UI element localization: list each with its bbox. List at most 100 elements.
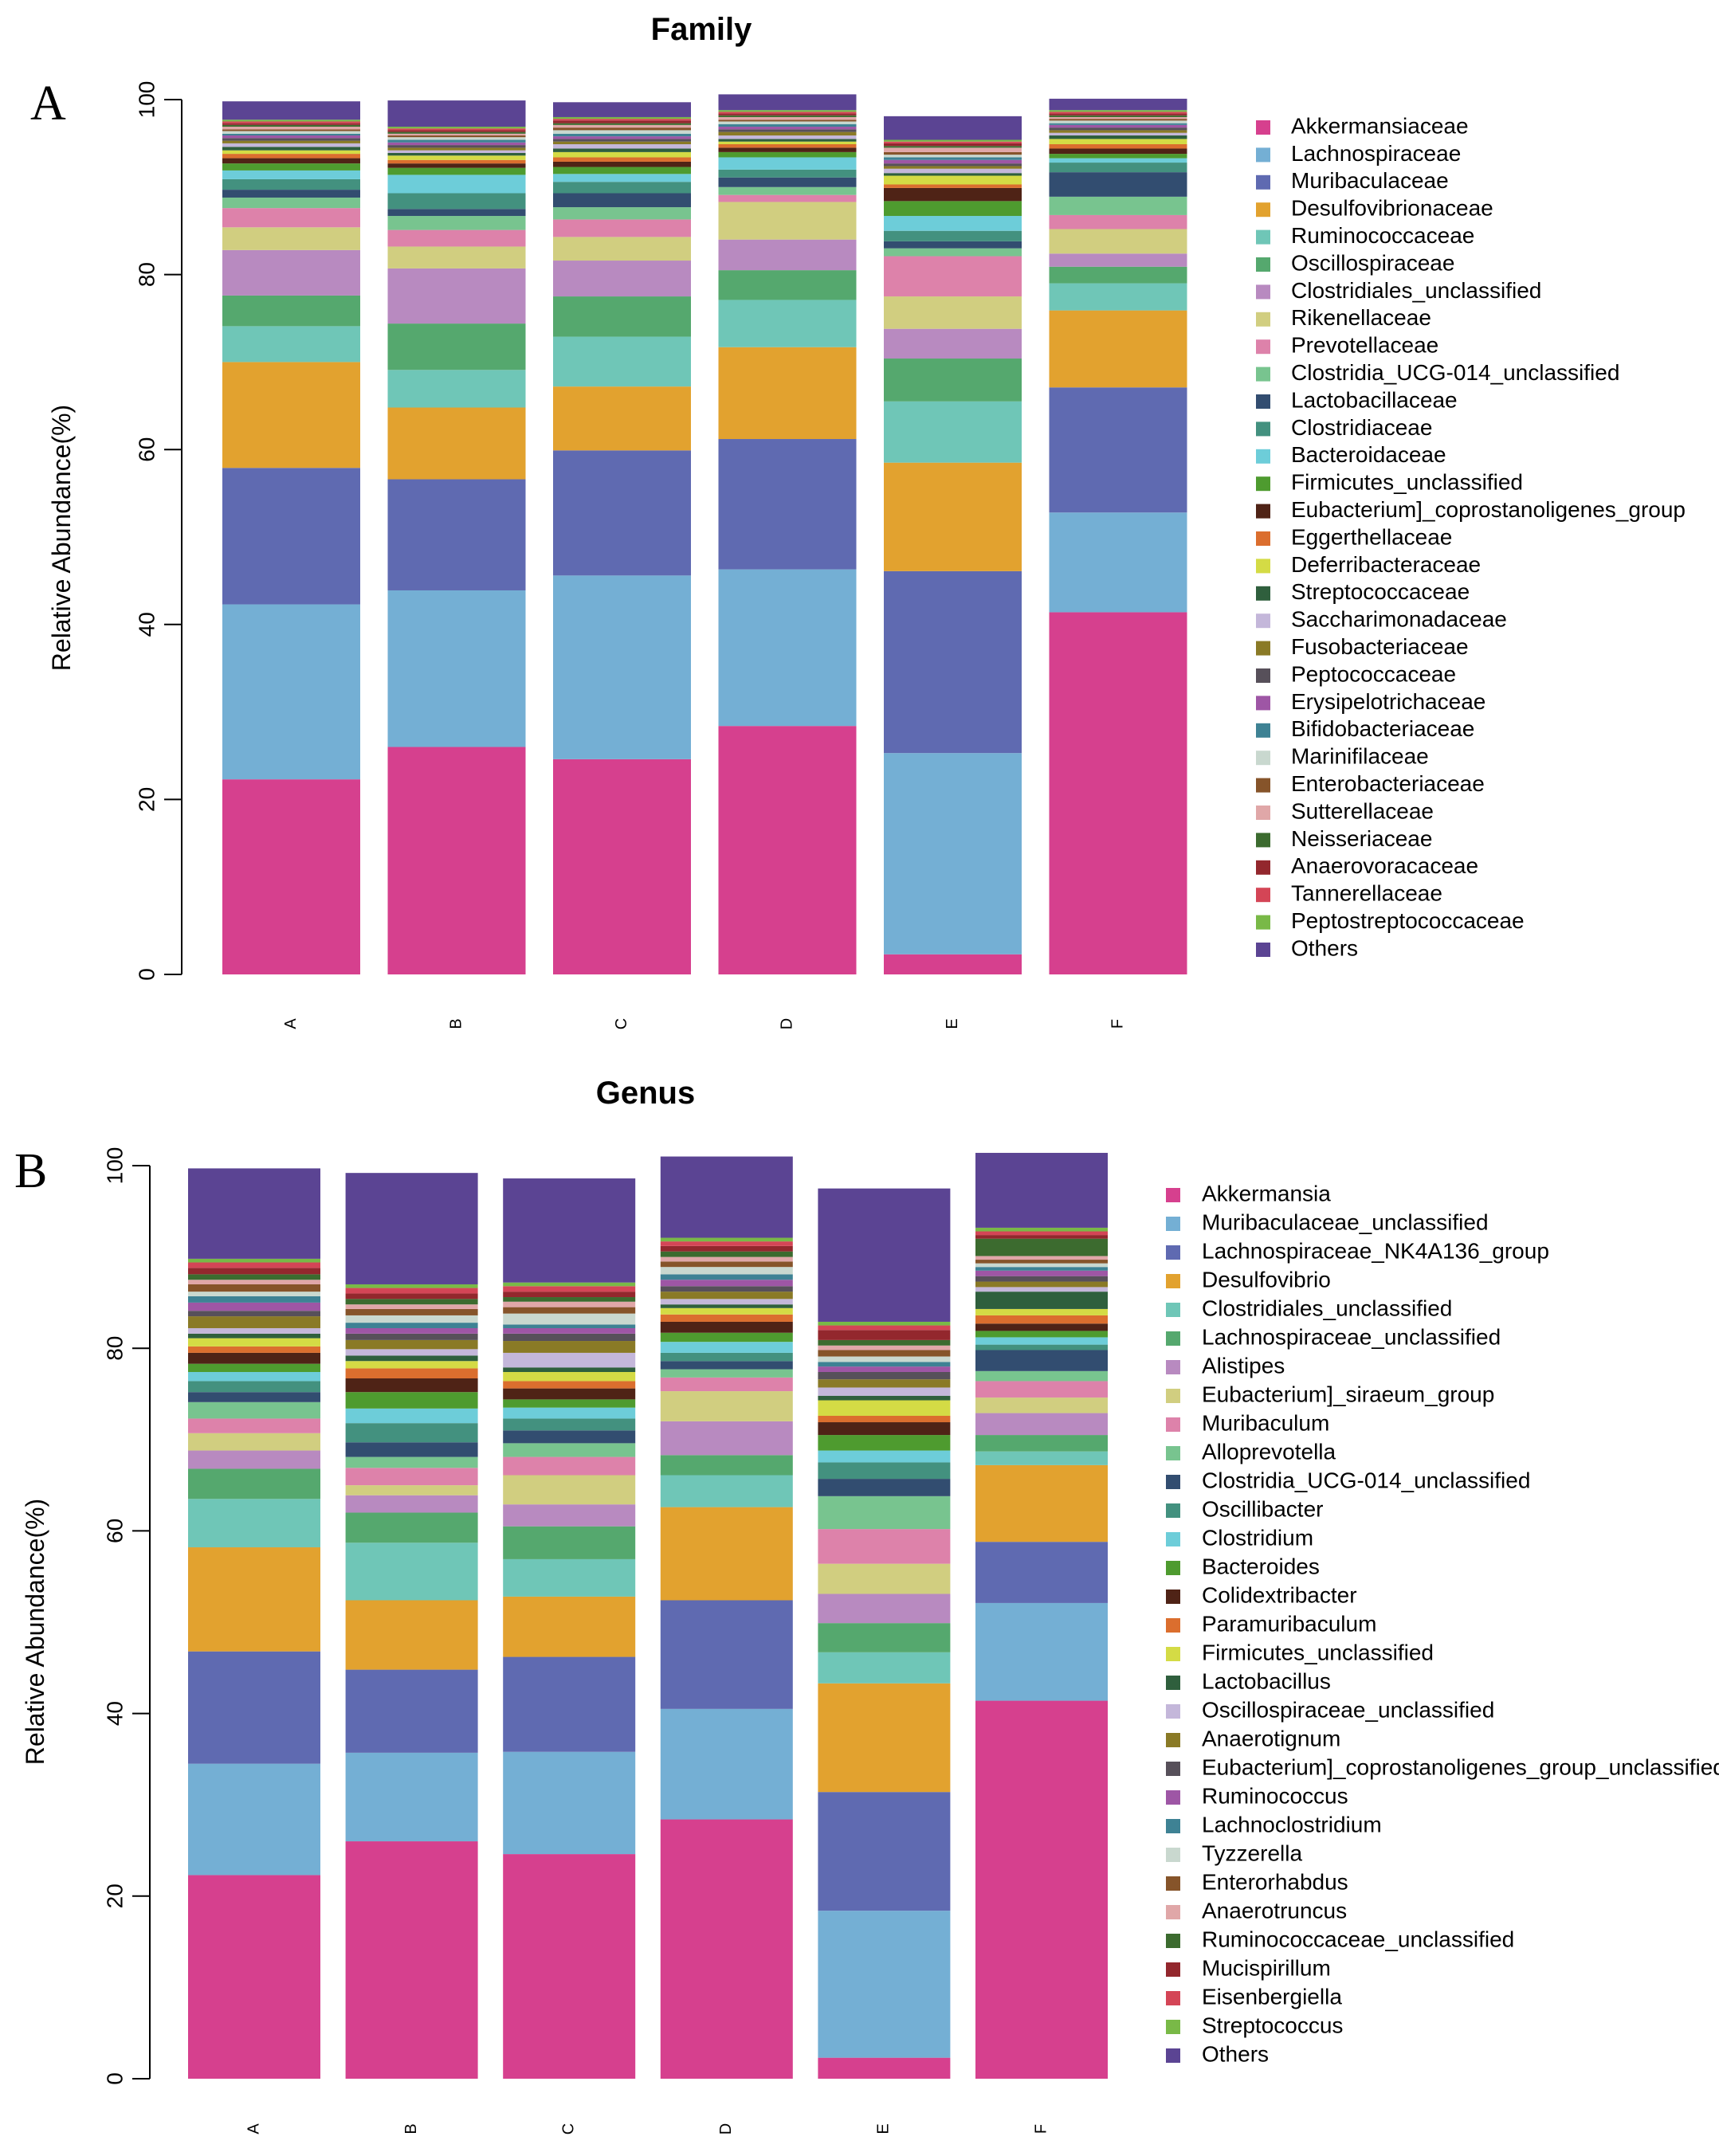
legend-swatch [1166, 1704, 1180, 1719]
legend-label: Akkermansia [1202, 1181, 1331, 1205]
segment-b-lachnospiraceae-unclassified [345, 1512, 478, 1543]
y-tick-label-genus-60: 60 [102, 1519, 127, 1543]
legend-label: Others [1291, 935, 1358, 960]
legend-item-ruminococcus: Ruminococcus [1166, 1783, 1348, 1808]
segment-a-deferribacteraceae [222, 150, 360, 155]
segment-b-erysipelotrichaceae [387, 142, 526, 146]
legend-swatch [1256, 586, 1270, 601]
legend-item-firmicutes-unclassified: Firmicutes_unclassified [1166, 1640, 1434, 1664]
bar-f [1049, 98, 1187, 974]
segment-c-clostridia-ucg-014-unclassified [503, 1430, 636, 1444]
legend-label: Marinifilaceae [1291, 744, 1429, 769]
segment-a-alloprevotella [188, 1401, 320, 1419]
segment-e-enterobacteriaceae [884, 151, 1022, 155]
segment-f-bacteroides [975, 1331, 1108, 1338]
bar-f [975, 1152, 1108, 2079]
legend-item-akkermansia: Akkermansia [1166, 1181, 1331, 1205]
segment-f-marinifilaceae [1049, 120, 1187, 123]
segment-a-ruminococcaceae [222, 326, 360, 363]
segment-f-alloprevotella [975, 1370, 1108, 1382]
segment-b-desulfovibrio [345, 1600, 478, 1670]
legend-swatch [1166, 1188, 1180, 1202]
segment-c-oscillibacter [503, 1418, 636, 1431]
segment-b-eggerthellaceae [387, 159, 526, 164]
segment-a-oscillospiraceae [222, 295, 360, 327]
segment-a-alistipes [188, 1450, 320, 1469]
legend-swatch [1256, 778, 1270, 793]
legend-swatch [1166, 1790, 1180, 1805]
segment-e-anaerotruncus [818, 1345, 951, 1350]
segment-f-clostridiales-unclassified [975, 1451, 1108, 1465]
segment-d-anaerotruncus [660, 1256, 793, 1262]
segment-b-oscillospiraceae-unclassified [345, 1349, 478, 1356]
segment-b-akkermansia [345, 1841, 478, 2079]
segment-a-streptococcus [188, 1258, 320, 1263]
legend-label: Anaerotignum [1202, 1726, 1340, 1750]
segment-f-lachnospiraceae [1049, 512, 1187, 613]
x-tick-label-b: B [447, 1018, 465, 1029]
segment-e-eisenbergiella [818, 1325, 951, 1331]
segment-a-sutterellaceae [222, 127, 360, 130]
segment-f-lactobacillaceae [1049, 172, 1187, 197]
segment-e-anaerotignum [818, 1379, 951, 1388]
segment-c-rikenellaceae [553, 237, 691, 261]
segment-f-oscillospiraceae [1049, 266, 1187, 284]
segment-f-desulfovibrionaceae [1049, 310, 1187, 388]
segment-e-streptococcaceae [884, 173, 1022, 176]
panel-genus: B Genus Relative Abundance(%) A B C D E F 0 20 4… [14, 1076, 1719, 2134]
legend-item-peptostreptococcaceae: Peptostreptococcaceae [1256, 908, 1525, 933]
segment-e-desulfovibrio [818, 1683, 951, 1793]
segment-c-enterobacteriaceae [553, 127, 691, 131]
segment-c-muribaculum [503, 1456, 636, 1476]
segment-f-oscillibacter [975, 1344, 1108, 1350]
legend-label: Oscillospiraceae_unclassified [1202, 1697, 1494, 1722]
segment-e-clostridiaceae [884, 230, 1022, 241]
segment-a-akkermansiaceae [222, 779, 360, 974]
segment-a-colidextribacter [188, 1352, 320, 1364]
segment-e-lachnoclostridium [818, 1362, 951, 1367]
segment-c-muribaculaceae [553, 450, 691, 576]
legend-label: Oscillibacter [1202, 1496, 1323, 1521]
legend-item-oscillospiraceae: Oscillospiraceae [1256, 250, 1454, 275]
legend-swatch [1166, 1962, 1180, 1977]
legend-swatch [1256, 312, 1270, 327]
y-tick-label-family-60: 60 [134, 437, 159, 462]
segment-d-muribaculaceae [718, 439, 857, 570]
bar-e [818, 1188, 951, 2079]
legend-item-erysipelotrichaceae: Erysipelotrichaceae [1256, 689, 1485, 714]
segment-f-anaerotignum [975, 1281, 1108, 1288]
segment-d-bacteroidaceae [718, 157, 857, 170]
segment-a-firmicutes-unclassified [188, 1338, 320, 1347]
segment-f-enterobacteriaceae [1049, 119, 1187, 121]
segment-e-eubacterium-coprostanoligenes-group [884, 187, 1022, 202]
segment-f-neisseriaceae [1049, 115, 1187, 117]
legend-label: Alloprevotella [1202, 1439, 1336, 1464]
segment-e-oscillibacter [818, 1462, 951, 1480]
segment-d-desulfovibrio [660, 1507, 793, 1601]
legend-swatch [1256, 504, 1270, 519]
segment-a-lachnospiraceae [222, 604, 360, 780]
legend-label: Lactobacillaceae [1291, 387, 1458, 412]
y-tick-label-genus-40: 40 [102, 1701, 127, 1726]
segment-f-alistipes [975, 1413, 1108, 1436]
legend-swatch [1256, 915, 1270, 930]
y-axis-label-genus: Relative Abundance(%) [21, 1499, 49, 1765]
legend-label: Akkermansiaceae [1291, 113, 1469, 138]
segment-e-others [884, 116, 1022, 140]
legend-label: Fusobacteriaceae [1291, 634, 1469, 659]
legend-label: Others [1202, 2041, 1269, 2066]
segment-e-oscillospiraceae [884, 359, 1022, 402]
segment-b-muribaculaceae [387, 479, 526, 590]
segment-b-bifidobacteriaceae [387, 139, 526, 143]
legend-label: Muribaculaceae_unclassified [1202, 1209, 1489, 1234]
segment-d-peptococcaceae [718, 129, 857, 132]
legend-label: Prevotellaceae [1291, 333, 1438, 358]
segment-c-anaerovoracaceae [553, 120, 691, 123]
y-tick-label-genus-0: 0 [102, 2072, 127, 2085]
segment-c-firmicutes-unclassified [553, 167, 691, 174]
segment-a-bacteroidaceae [222, 170, 360, 179]
segment-b-ruminococcaceae-unclassified [345, 1299, 478, 1305]
segment-f-eubacterium-siraeum-group [975, 1397, 1108, 1413]
segment-d-anaerovoracaceae [718, 113, 857, 116]
segment-d-eubacterium-siraeum-group [660, 1391, 793, 1421]
